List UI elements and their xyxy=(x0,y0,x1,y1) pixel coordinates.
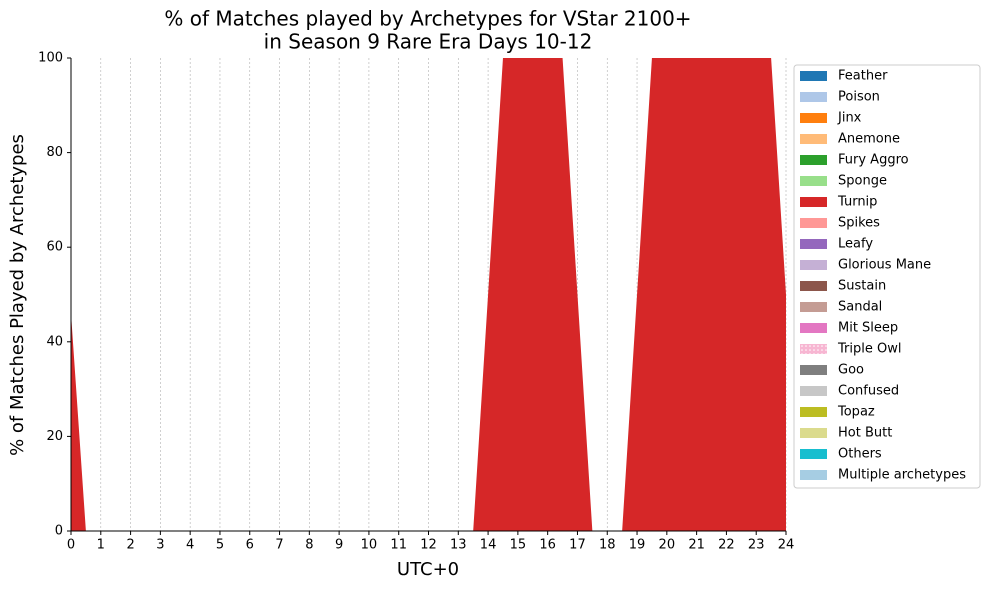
y-tick-label: 80 xyxy=(46,145,63,160)
x-tick-label: 1 xyxy=(97,538,105,553)
legend-label: Anemone xyxy=(838,132,900,147)
x-tick-label: 3 xyxy=(156,538,164,553)
x-tick-label: 22 xyxy=(718,538,735,553)
legend-swatch xyxy=(800,176,827,186)
legend-swatch xyxy=(800,71,827,81)
legend-swatch xyxy=(800,323,827,333)
x-tick-label: 13 xyxy=(450,538,467,553)
chart-title: % of Matches played by Archetypes for VS… xyxy=(164,7,691,31)
y-tick-label: 40 xyxy=(46,334,63,349)
chart-title: in Season 9 Rare Era Days 10-12 xyxy=(264,30,593,54)
legend-swatch xyxy=(800,239,827,249)
legend-label: Jinx xyxy=(837,111,862,126)
legend-swatch-hatch xyxy=(800,344,827,354)
legend-swatch xyxy=(800,407,827,417)
legend-label: Fury Aggro xyxy=(838,153,909,168)
y-tick-label: 100 xyxy=(38,51,63,66)
legend-label: Sustain xyxy=(838,279,886,294)
x-tick-label: 10 xyxy=(361,538,378,553)
x-tick-label: 21 xyxy=(688,538,705,553)
x-tick-label: 14 xyxy=(480,538,497,553)
y-tick-label: 60 xyxy=(46,240,63,255)
legend-swatch xyxy=(800,449,827,459)
legend-label: Sandal xyxy=(838,300,882,315)
axes: 0 1 2 3 4 5 6 7 8 9 10 11 12 13 14 15 16 17 18 19 20 21 22 23 24… xyxy=(38,51,794,553)
legend-label: Turnip xyxy=(837,195,877,210)
x-tick-label: 23 xyxy=(748,538,765,553)
legend-swatch xyxy=(800,260,827,270)
legend-swatch xyxy=(800,302,827,312)
legend-label: Glorious Mane xyxy=(838,258,931,273)
legend-label: Poison xyxy=(838,90,880,105)
legend-box xyxy=(793,64,981,489)
x-tick-label: 0 xyxy=(67,538,75,553)
x-tick-label: 5 xyxy=(216,538,224,553)
x-tick-label: 7 xyxy=(275,538,283,553)
legend-swatch xyxy=(800,386,827,396)
x-tick-label: 4 xyxy=(186,538,194,553)
x-tick-label: 16 xyxy=(539,538,556,553)
x-tick-label: 12 xyxy=(420,538,437,553)
legend-label: Leafy xyxy=(838,237,873,252)
x-tick-label: 18 xyxy=(599,538,616,553)
x-tick-label: 8 xyxy=(305,538,313,553)
y-axis-label: % of Matches Played by Archetypes xyxy=(7,134,28,456)
x-tick-label: 17 xyxy=(569,538,586,553)
x-tick-label: 11 xyxy=(390,538,407,553)
legend-swatch xyxy=(800,134,827,144)
legend-label: Goo xyxy=(838,363,864,378)
legend-swatch xyxy=(800,197,827,207)
x-tick-label: 9 xyxy=(335,538,343,553)
x-axis-label: UTC+0 xyxy=(397,559,459,580)
legend-label: Spikes xyxy=(838,216,880,231)
legend-swatch xyxy=(800,113,827,123)
legend-swatch xyxy=(800,92,827,102)
legend: Feather Poison Jinx Anemone Fury Aggro Sponge… xyxy=(800,69,966,483)
legend-swatch xyxy=(800,155,827,165)
x-tick-label: 15 xyxy=(510,538,527,553)
areas xyxy=(71,58,786,531)
x-tick-label: 6 xyxy=(246,538,254,553)
legend-label: Hot Butt xyxy=(838,426,892,441)
x-tick-label: 20 xyxy=(659,538,676,553)
legend-label: Others xyxy=(838,447,882,462)
legend-label: Confused xyxy=(838,384,899,399)
area xyxy=(71,58,786,531)
legend-swatch xyxy=(800,218,827,228)
legend-label: Sponge xyxy=(838,174,887,189)
legend-label: Multiple archetypes xyxy=(838,468,966,483)
legend-swatch xyxy=(800,470,827,480)
legend-label: Feather xyxy=(838,69,888,84)
legend-label: Mit Sleep xyxy=(838,321,898,336)
legend-swatch xyxy=(800,281,827,291)
x-tick-label: 19 xyxy=(629,538,646,553)
legend-label: Triple Owl xyxy=(837,342,901,357)
y-tick-label: 0 xyxy=(55,524,63,539)
x-tick-label: 24 xyxy=(778,538,795,553)
y-tick-label: 20 xyxy=(46,429,63,444)
x-tick-label: 2 xyxy=(126,538,134,553)
legend-swatch xyxy=(800,365,827,375)
legend-swatch xyxy=(800,428,827,438)
legend-label: Topaz xyxy=(837,405,875,420)
